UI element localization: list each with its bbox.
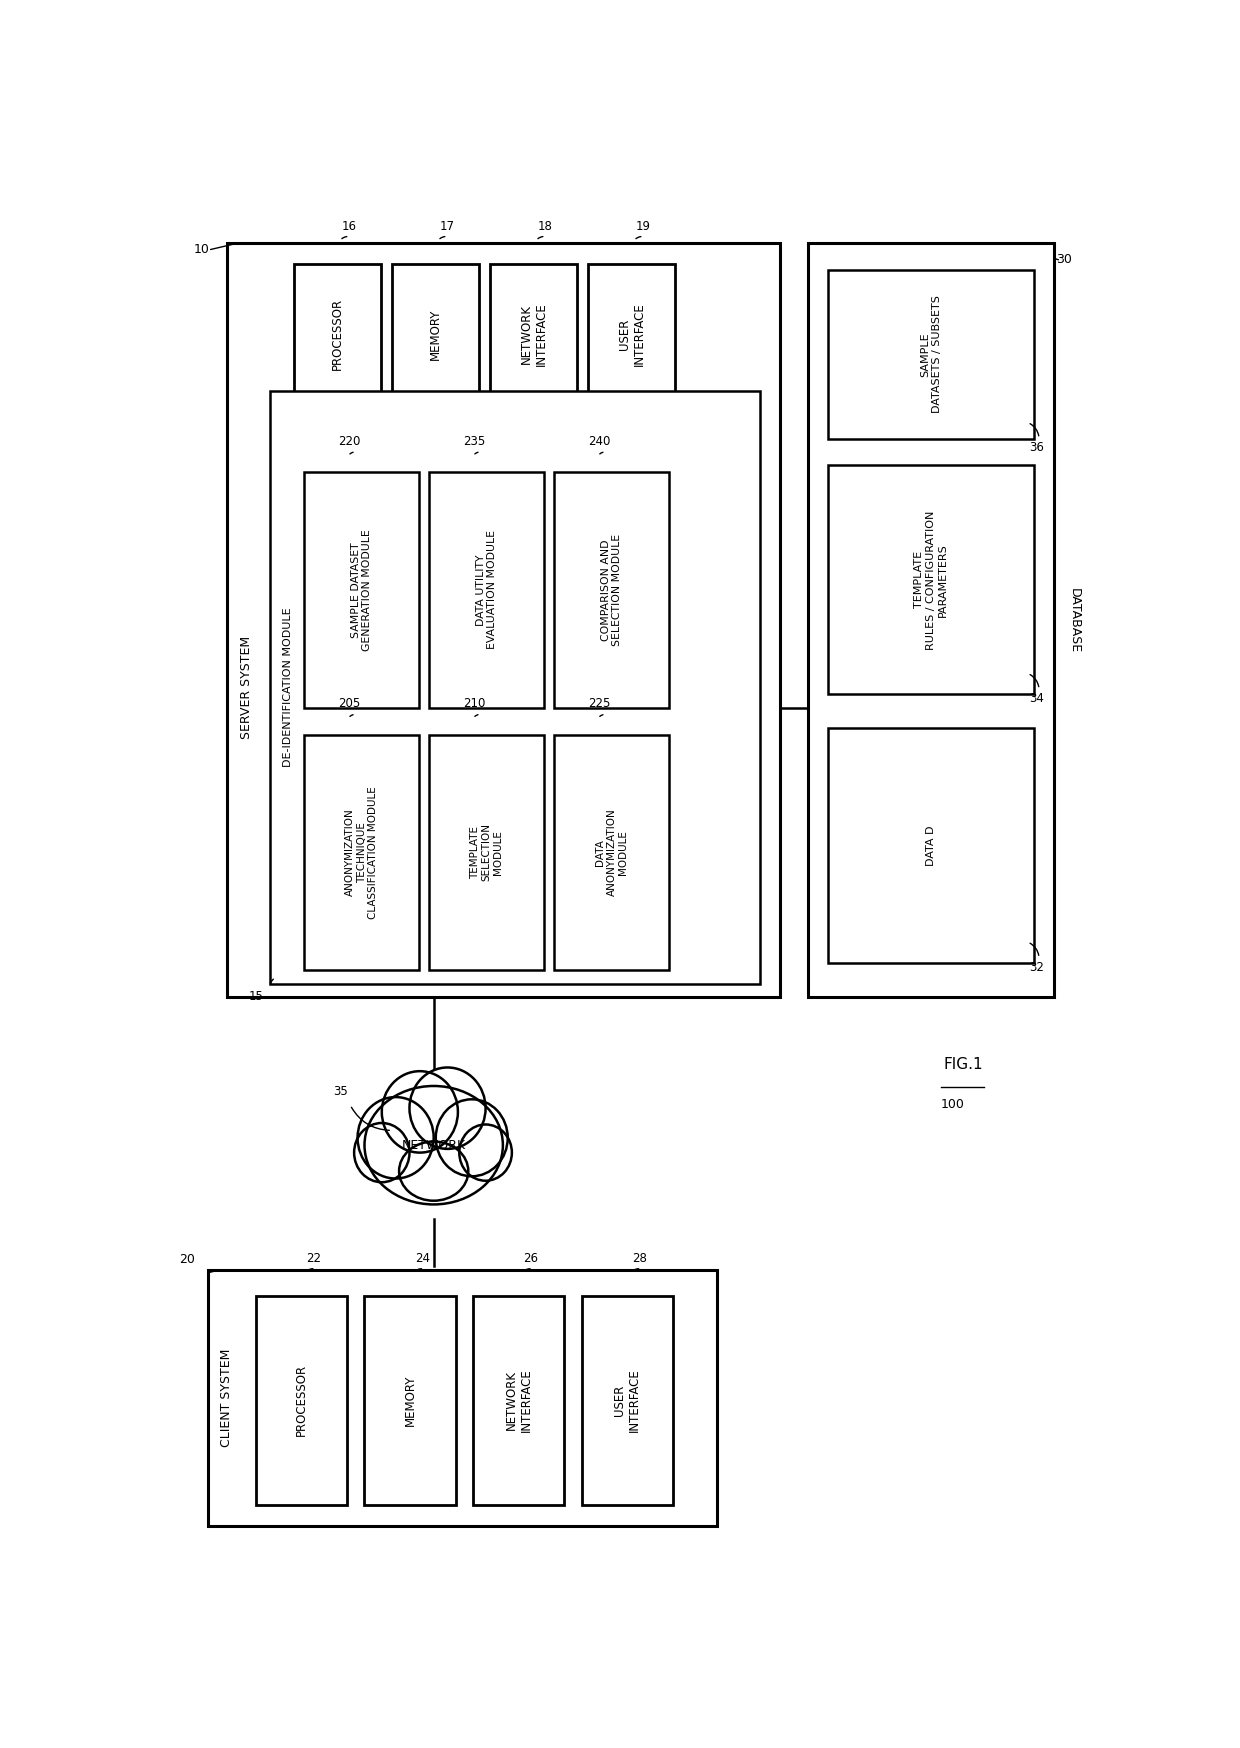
Text: 235: 235 bbox=[464, 435, 486, 447]
Ellipse shape bbox=[355, 1122, 409, 1182]
FancyBboxPatch shape bbox=[554, 734, 670, 970]
Text: COMPARISON AND
SELECTION MODULE: COMPARISON AND SELECTION MODULE bbox=[600, 533, 622, 647]
Text: TEMPLATE
RULES / CONFIGURATION
PARAMETERS: TEMPLATE RULES / CONFIGURATION PARAMETER… bbox=[914, 510, 947, 650]
FancyBboxPatch shape bbox=[392, 264, 479, 406]
Text: FIG.1: FIG.1 bbox=[942, 1058, 982, 1072]
FancyBboxPatch shape bbox=[828, 727, 1034, 963]
Text: 30: 30 bbox=[1056, 253, 1073, 266]
Ellipse shape bbox=[399, 1141, 469, 1201]
FancyBboxPatch shape bbox=[589, 264, 675, 406]
Text: 225: 225 bbox=[589, 697, 611, 710]
Text: DATA D: DATA D bbox=[926, 825, 936, 865]
Text: DATABASE: DATABASE bbox=[1068, 587, 1081, 652]
FancyBboxPatch shape bbox=[429, 472, 544, 708]
FancyBboxPatch shape bbox=[304, 472, 419, 708]
Text: 220: 220 bbox=[339, 435, 361, 447]
Text: NETWORK
INTERFACE: NETWORK INTERFACE bbox=[520, 302, 548, 365]
FancyBboxPatch shape bbox=[255, 1295, 347, 1505]
Ellipse shape bbox=[357, 1098, 434, 1178]
FancyBboxPatch shape bbox=[208, 1271, 717, 1526]
Text: 36: 36 bbox=[1029, 440, 1044, 454]
FancyBboxPatch shape bbox=[582, 1295, 673, 1505]
FancyBboxPatch shape bbox=[429, 734, 544, 970]
Text: NETWORK: NETWORK bbox=[402, 1138, 466, 1152]
Text: DATA UTILITY
EVALUATION MODULE: DATA UTILITY EVALUATION MODULE bbox=[476, 530, 497, 650]
FancyBboxPatch shape bbox=[554, 472, 670, 708]
Text: DATA
ANONYMIZATION
MODULE: DATA ANONYMIZATION MODULE bbox=[595, 809, 629, 897]
Text: SERVER SYSTEM: SERVER SYSTEM bbox=[239, 636, 253, 739]
Text: 28: 28 bbox=[632, 1252, 647, 1266]
FancyBboxPatch shape bbox=[294, 264, 381, 406]
FancyBboxPatch shape bbox=[474, 1295, 564, 1505]
FancyBboxPatch shape bbox=[227, 243, 780, 996]
Ellipse shape bbox=[409, 1068, 486, 1148]
Text: MEMORY: MEMORY bbox=[429, 309, 443, 360]
Text: 18: 18 bbox=[538, 220, 553, 232]
Text: NETWORK
INTERFACE: NETWORK INTERFACE bbox=[505, 1369, 533, 1432]
Text: 32: 32 bbox=[1029, 961, 1044, 974]
Text: 210: 210 bbox=[464, 697, 486, 710]
Text: 10: 10 bbox=[193, 243, 210, 257]
Text: 22: 22 bbox=[306, 1252, 321, 1266]
FancyBboxPatch shape bbox=[828, 465, 1034, 694]
Text: USER
INTERFACE: USER INTERFACE bbox=[618, 302, 646, 365]
Text: 26: 26 bbox=[523, 1252, 538, 1266]
Text: PROCESSOR: PROCESSOR bbox=[331, 299, 343, 371]
Text: USER
INTERFACE: USER INTERFACE bbox=[614, 1369, 641, 1432]
Ellipse shape bbox=[365, 1086, 503, 1204]
Ellipse shape bbox=[435, 1099, 507, 1176]
Text: 34: 34 bbox=[1029, 692, 1044, 704]
Text: 19: 19 bbox=[636, 220, 651, 232]
FancyBboxPatch shape bbox=[365, 1295, 456, 1505]
FancyBboxPatch shape bbox=[490, 264, 577, 406]
Text: 16: 16 bbox=[342, 220, 357, 232]
Text: DE-IDENTIFICATION MODULE: DE-IDENTIFICATION MODULE bbox=[283, 608, 293, 767]
Text: 20: 20 bbox=[180, 1253, 196, 1266]
Text: 17: 17 bbox=[440, 220, 455, 232]
FancyBboxPatch shape bbox=[270, 392, 760, 984]
Text: ANONYMIZATION
TECHNIQUE
CLASSIFICATION MODULE: ANONYMIZATION TECHNIQUE CLASSIFICATION M… bbox=[345, 787, 378, 919]
Text: TEMPLATE
SELECTION
MODULE: TEMPLATE SELECTION MODULE bbox=[470, 823, 503, 881]
Text: MEMORY: MEMORY bbox=[404, 1374, 417, 1426]
Text: 35: 35 bbox=[332, 1086, 347, 1098]
FancyBboxPatch shape bbox=[828, 271, 1034, 439]
Text: 100: 100 bbox=[941, 1098, 965, 1112]
Text: PROCESSOR: PROCESSOR bbox=[295, 1363, 308, 1437]
Text: CLIENT SYSTEM: CLIENT SYSTEM bbox=[221, 1349, 233, 1447]
Text: 205: 205 bbox=[339, 697, 361, 710]
Text: 15: 15 bbox=[249, 991, 264, 1003]
FancyBboxPatch shape bbox=[808, 243, 1054, 996]
Ellipse shape bbox=[459, 1124, 512, 1180]
Text: SAMPLE DATASET
GENERATION MODULE: SAMPLE DATASET GENERATION MODULE bbox=[351, 530, 372, 650]
Text: 24: 24 bbox=[414, 1252, 430, 1266]
Ellipse shape bbox=[382, 1072, 458, 1152]
Text: SAMPLE
DATASETS / SUBSETS: SAMPLE DATASETS / SUBSETS bbox=[920, 295, 942, 413]
FancyBboxPatch shape bbox=[304, 734, 419, 970]
Text: 240: 240 bbox=[589, 435, 611, 447]
